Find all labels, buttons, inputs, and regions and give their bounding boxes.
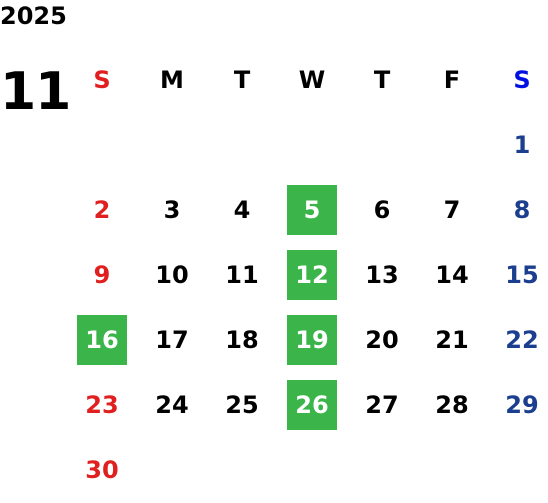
day-cell [67,112,137,177]
day-cell: 8 [487,177,548,242]
calendar-day[interactable]: 8 [513,195,531,224]
day-cell: 20 [347,307,417,372]
day-cell [137,437,207,502]
day-cell: 28 [417,372,487,437]
day-cell [277,437,347,502]
calendar-day[interactable]: 23 [85,390,119,419]
weekday-header: F [443,66,461,94]
calendar-day-highlighted[interactable]: 26 [287,379,337,430]
calendar-day[interactable]: 25 [225,390,259,419]
calendar-day-highlighted[interactable]: 12 [287,249,337,300]
calendar-day[interactable]: 2 [93,195,111,224]
calendar-day[interactable]: 6 [373,195,391,224]
day-cell [207,112,277,177]
calendar-day[interactable]: 30 [85,455,119,484]
calendar-day[interactable]: 24 [155,390,189,419]
weekday-header: M [160,66,184,94]
weekday-header: T [373,66,391,94]
day-cell [417,437,487,502]
day-cell: 5 [277,177,347,242]
day-cell [207,437,277,502]
day-cell: 6 [347,177,417,242]
day-cell [417,112,487,177]
day-cell: 29 [487,372,548,437]
day-cell: 2 [67,177,137,242]
calendar-day[interactable]: 3 [163,195,181,224]
calendar-day[interactable]: 14 [435,260,469,289]
day-cell: 26 [277,372,347,437]
calendar-day[interactable]: 15 [505,260,539,289]
day-cell: 9 [67,242,137,307]
calendar-day-highlighted[interactable]: 5 [287,184,337,235]
day-cell [277,112,347,177]
day-cell: 24 [137,372,207,437]
day-cell: 17 [137,307,207,372]
weekday-header: W [298,66,326,94]
weekday-header: S [513,66,531,94]
weekday-header: S [93,66,111,94]
day-cell: 13 [347,242,417,307]
calendar-day[interactable]: 9 [93,260,111,289]
calendar-day[interactable]: 10 [155,260,189,289]
weekday-header: T [233,66,251,94]
day-cell [487,437,548,502]
day-cell: 19 [277,307,347,372]
calendar-day-highlighted[interactable]: 19 [287,314,337,365]
calendar-day[interactable]: 22 [505,325,539,354]
day-cell: 16 [67,307,137,372]
year-label: 2025 [0,2,67,30]
day-cell: 12 [277,242,347,307]
calendar-day[interactable]: 4 [233,195,251,224]
calendar-day[interactable]: 17 [155,325,189,354]
day-cell [137,112,207,177]
day-cell [347,112,417,177]
calendar-day[interactable]: 20 [365,325,399,354]
calendar-day[interactable]: 21 [435,325,469,354]
day-cell: 18 [207,307,277,372]
day-cell: 15 [487,242,548,307]
day-cell: 22 [487,307,548,372]
calendar-day-highlighted[interactable]: 16 [77,314,127,365]
calendar-day[interactable]: 18 [225,325,259,354]
day-cell: 11 [207,242,277,307]
calendar-day[interactable]: 11 [225,260,259,289]
day-cell: 4 [207,177,277,242]
calendar-day[interactable]: 1 [513,130,531,159]
day-cell: 30 [67,437,137,502]
calendar-day[interactable]: 13 [365,260,399,289]
day-cell: 10 [137,242,207,307]
day-cell: 1 [487,112,548,177]
calendar-day[interactable]: 7 [443,195,461,224]
month-number: 11 [0,62,71,122]
calendar-day[interactable]: 27 [365,390,399,419]
day-cell: 23 [67,372,137,437]
day-cell: 3 [137,177,207,242]
calendar-day[interactable]: 29 [505,390,539,419]
day-cell: 14 [417,242,487,307]
day-cell: 25 [207,372,277,437]
day-cell: 27 [347,372,417,437]
day-cell: 7 [417,177,487,242]
day-cell [347,437,417,502]
day-cell: 21 [417,307,487,372]
calendar-grid: S M T W T F S 1 2 3 4 5 6 7 8 9 10 11 12 13 14 15 16 17 18 19 20 21… [67,48,548,502]
calendar-day[interactable]: 28 [435,390,469,419]
